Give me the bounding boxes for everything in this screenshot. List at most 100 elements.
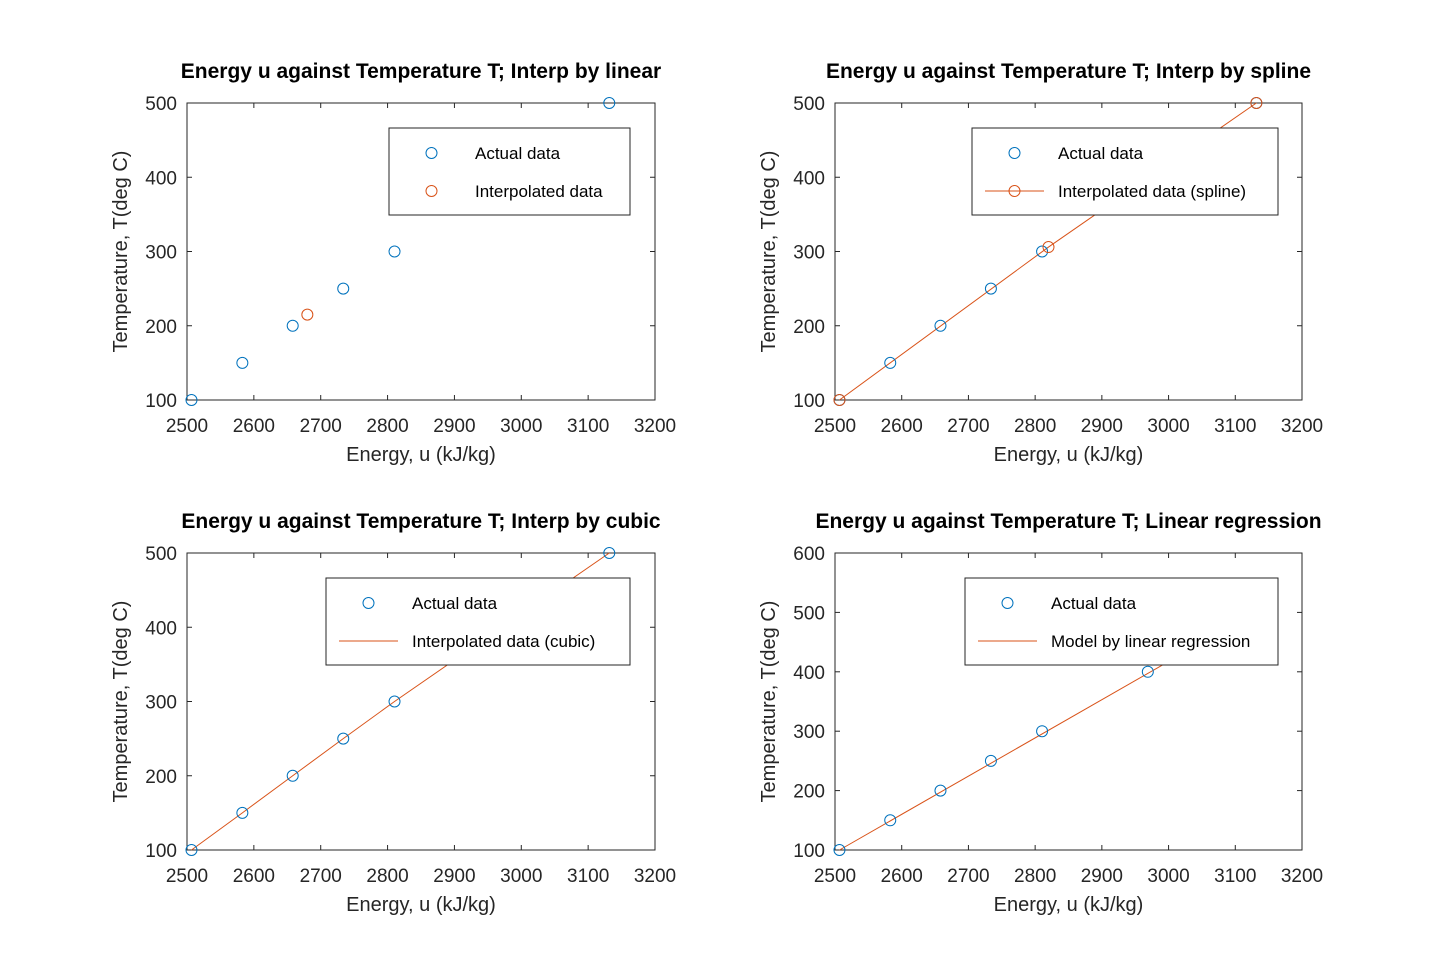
- y-tick-label: 400: [145, 168, 177, 189]
- series-line-2: [191, 552, 610, 851]
- y-tick-label: 200: [793, 782, 825, 803]
- x-axis-label: Energy, u (kJ/kg): [994, 894, 1144, 916]
- x-tick-label: 2800: [1014, 866, 1056, 887]
- data-point: [185, 844, 198, 856]
- y-axis-label: Temperature, T(deg C): [758, 601, 780, 803]
- data-point: [236, 356, 249, 369]
- data-point: [884, 814, 897, 827]
- chart-panel-3: 2500 2600 2700 2800 2900 3000 3100 3200 100 200 30…: [110, 510, 676, 916]
- y-axis-label: Temperature, T(deg C): [110, 151, 132, 353]
- y-tick-label: 100: [793, 391, 825, 412]
- x-tick-label: 3100: [567, 866, 609, 887]
- y-tick-label: 200: [145, 317, 177, 338]
- legend-marker-icon: [425, 147, 438, 159]
- data-point: [1141, 665, 1154, 678]
- x-tick-label: 2800: [366, 866, 408, 887]
- legend: Actual data Interpolated data: [388, 127, 631, 216]
- legend-entry-label: Actual data: [1051, 594, 1137, 613]
- y-tick-label: 500: [145, 94, 177, 115]
- x-tick-label: 2600: [233, 416, 275, 437]
- x-tick-label: 3000: [1147, 416, 1189, 437]
- x-tick-label: 2500: [166, 866, 208, 887]
- y-tick-label: 300: [793, 243, 825, 264]
- legend-marker-icon: [1008, 185, 1021, 197]
- data-point: [603, 97, 616, 109]
- x-tick-label: 2500: [814, 866, 856, 887]
- data-point: [236, 806, 249, 819]
- legend-entry-label: Interpolated data (cubic): [412, 632, 595, 651]
- y-tick-label: 400: [793, 663, 825, 684]
- legend: Actual data Interpolated data (cubic): [325, 577, 631, 666]
- legend-marker-icon: [1001, 597, 1014, 609]
- legend-entry-label: Actual data: [412, 594, 498, 613]
- legend-entry-label: Model by linear regression: [1051, 632, 1250, 651]
- data-point: [934, 319, 947, 332]
- legend-entry-label: Interpolated data (spline): [1058, 182, 1246, 201]
- x-tick-label: 2600: [881, 416, 923, 437]
- x-tick-label: 2600: [233, 866, 275, 887]
- legend-box: [388, 127, 631, 216]
- legend: Actual data Model by linear regression: [964, 577, 1279, 666]
- y-axis-label: Temperature, T(deg C): [758, 151, 780, 353]
- data-point: [337, 732, 350, 745]
- legend-marker-icon: [425, 185, 438, 197]
- y-tick-label: 200: [793, 317, 825, 338]
- x-tick-label: 3200: [1281, 416, 1323, 437]
- y-tick-label: 400: [793, 168, 825, 189]
- x-tick-label: 2700: [300, 866, 342, 887]
- chart-panel-1: 2500 2600 2700 2800 2900 3000 3100 3200 100 200 30…: [110, 60, 676, 466]
- x-tick-label: 2600: [881, 866, 923, 887]
- y-tick-label: 300: [145, 693, 177, 714]
- x-tick-label: 2900: [433, 866, 475, 887]
- data-point: [1042, 241, 1055, 254]
- data-point: [286, 769, 299, 782]
- data-point: [884, 356, 897, 369]
- legend-marker-icon: [1008, 147, 1021, 159]
- data-point: [934, 784, 947, 797]
- data-point: [1250, 97, 1263, 109]
- chart-title: Energy u against Temperature T; Linear r…: [815, 510, 1321, 533]
- data-point: [1036, 245, 1049, 258]
- legend-box: [971, 127, 1279, 216]
- data-point: [286, 319, 299, 332]
- x-axis-label: Energy, u (kJ/kg): [346, 444, 496, 466]
- y-tick-label: 100: [793, 841, 825, 862]
- x-axis-label: Energy, u (kJ/kg): [994, 444, 1144, 466]
- legend-entry-label: Actual data: [1058, 144, 1144, 163]
- chart-title: Energy u against Temperature T; Interp b…: [181, 510, 661, 533]
- legend-entry-label: Actual data: [475, 144, 561, 163]
- y-axis-label: Temperature, T(deg C): [110, 601, 132, 803]
- data-point: [984, 754, 997, 767]
- x-tick-label: 3200: [634, 416, 676, 437]
- data-point: [833, 394, 846, 406]
- x-tick-label: 3000: [500, 416, 542, 437]
- x-axis-label: Energy, u (kJ/kg): [346, 894, 496, 916]
- y-tick-label: 300: [793, 722, 825, 743]
- data-point: [1036, 725, 1049, 738]
- data-point: [388, 695, 401, 708]
- legend-box: [964, 577, 1279, 666]
- data-point: [388, 245, 401, 258]
- x-tick-label: 2700: [947, 866, 989, 887]
- x-tick-label: 2500: [166, 416, 208, 437]
- data-point: [301, 308, 314, 321]
- data-point: [603, 547, 616, 559]
- x-tick-label: 2800: [366, 416, 408, 437]
- x-tick-label: 2900: [433, 416, 475, 437]
- x-tick-label: 2700: [300, 416, 342, 437]
- x-tick-label: 2900: [1081, 866, 1123, 887]
- x-tick-label: 3100: [1214, 866, 1256, 887]
- y-tick-label: 500: [145, 544, 177, 565]
- legend-box: [325, 577, 631, 666]
- y-tick-label: 400: [145, 618, 177, 639]
- y-tick-label: 200: [145, 767, 177, 788]
- y-tick-label: 500: [793, 603, 825, 624]
- data-point: [337, 282, 350, 295]
- y-tick-label: 100: [145, 391, 177, 412]
- x-tick-label: 2500: [814, 416, 856, 437]
- data-point: [185, 394, 198, 406]
- y-tick-label: 300: [145, 243, 177, 264]
- chart-panel-4: 2500 2600 2700 2800 2900 3000 3100 3200 100 200 30…: [758, 510, 1323, 916]
- legend: Actual data Interpolated data (spline): [971, 127, 1279, 216]
